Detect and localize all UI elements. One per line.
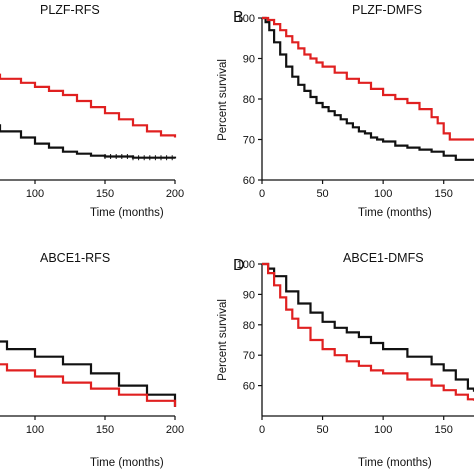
x-tick-label: 50: [316, 424, 328, 436]
y-tick-label: 80: [243, 94, 255, 106]
y-tick-label: 100: [237, 259, 255, 271]
panel-letter: B: [233, 9, 244, 26]
series-line-black: [0, 340, 177, 407]
y-axis-label: Percent survival: [217, 299, 229, 381]
series-line-black: [262, 262, 474, 392]
series-line-red: [262, 16, 474, 141]
y-tick-label: 90: [243, 289, 255, 301]
panel-b: PLZF-DMFS B 60 70 80 90 100 Percent survival 0 50…: [217, 3, 474, 219]
x-tick-label: 200: [166, 188, 184, 200]
x-tick-label: 50: [316, 188, 328, 200]
chart-title: ABCE1-RFS: [40, 251, 110, 265]
panel-letter: D: [233, 257, 245, 274]
chart-title: PLZF-RFS: [40, 3, 100, 17]
x-axis-label: Time (months): [358, 207, 432, 219]
series-line-red: [0, 73, 177, 138]
x-axis-label: Time (months): [90, 207, 164, 219]
panel-d: ABCE1-DMFS D 60 70 80 90 100 Percent survival 0 5…: [217, 251, 474, 469]
x-axis-label: Time (months): [90, 457, 164, 469]
y-tick-label: 60: [243, 175, 255, 187]
y-tick-label: 100: [237, 13, 255, 25]
x-tick-label: 150: [435, 188, 453, 200]
x-tick-label: 150: [96, 424, 114, 436]
x-tick-label: 100: [26, 188, 44, 200]
series-line-black: [262, 16, 474, 161]
y-tick-label: 70: [243, 350, 255, 362]
y-axis-label: Percent survival: [217, 59, 229, 141]
series-line-red: [0, 363, 177, 407]
x-tick-label: 0: [259, 188, 265, 200]
x-tick-label: 100: [374, 424, 392, 436]
x-tick-label: 100: [26, 424, 44, 436]
x-axis-label: Time (months): [358, 457, 432, 469]
x-tick-label: 100: [374, 188, 392, 200]
x-tick-label: 0: [259, 424, 265, 436]
y-tick-label: 70: [243, 135, 255, 147]
x-tick-label: 150: [96, 188, 114, 200]
y-tick-label: 80: [243, 320, 255, 332]
chart-title: ABCE1-DMFS: [343, 251, 424, 265]
series-line-red: [262, 262, 474, 401]
x-tick-label: 150: [435, 424, 453, 436]
panel-c: ABCE1-RFS 100 150 200 Time (months): [0, 251, 184, 469]
y-tick-label: 60: [243, 381, 255, 393]
x-tick-label: 200: [166, 424, 184, 436]
chart-title: PLZF-DMFS: [352, 3, 422, 17]
y-tick-label: 90: [243, 54, 255, 66]
